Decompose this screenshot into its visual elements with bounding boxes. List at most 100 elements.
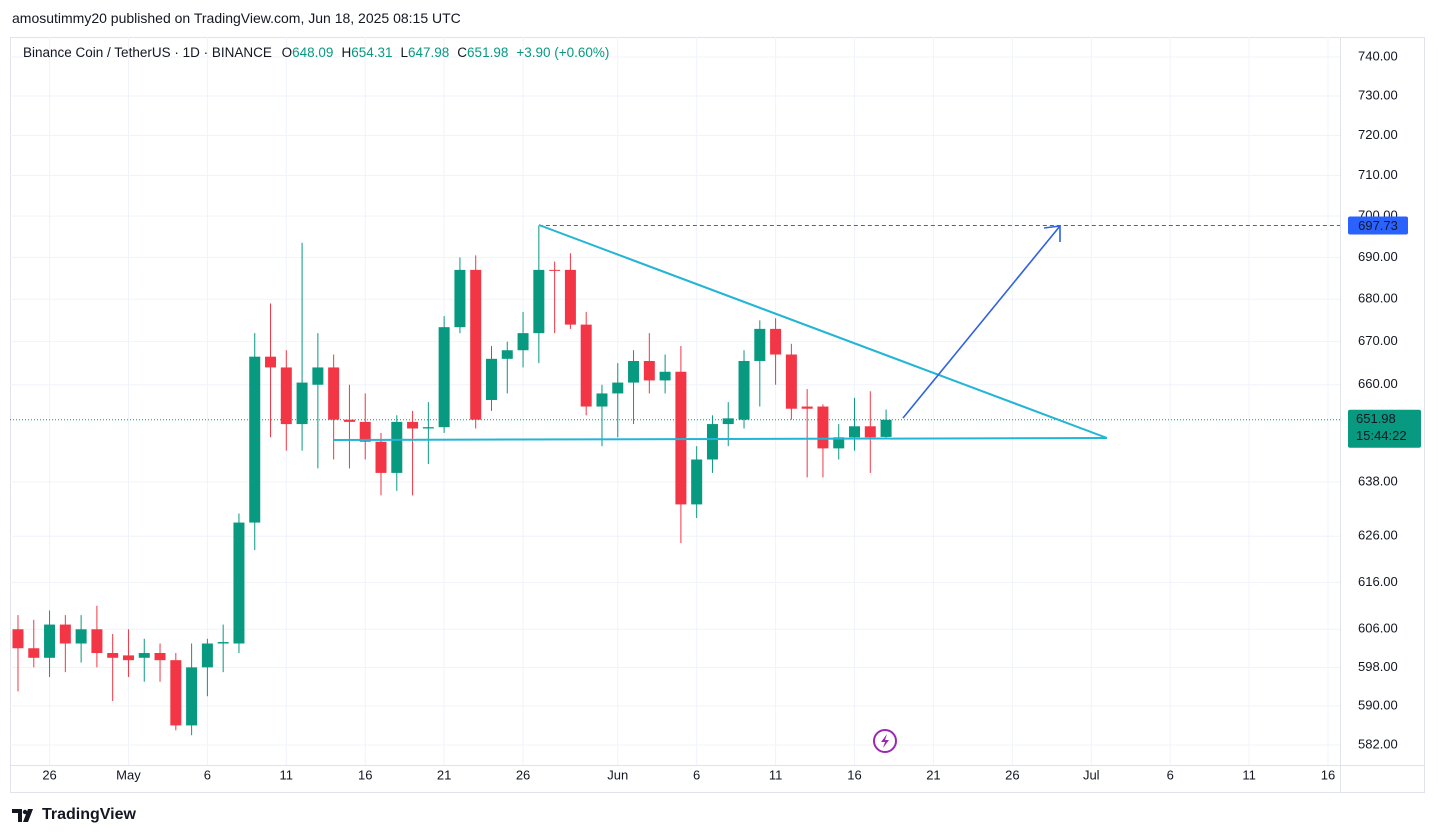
x-tick-label: Jul	[1083, 767, 1100, 782]
candle-body	[754, 328, 766, 361]
candle-body	[485, 358, 497, 400]
candle-body	[785, 354, 797, 409]
candle-body	[643, 360, 655, 381]
x-tick-label: 26	[42, 767, 56, 782]
candle-body	[691, 459, 703, 505]
ohlc-value: 654.31	[351, 45, 393, 60]
y-tick-label: 690.00	[1358, 249, 1398, 264]
candle-body	[801, 406, 813, 409]
x-tick-label: May	[116, 767, 141, 782]
x-tick-label: 6	[1167, 767, 1174, 782]
ohlc: O648.09 H654.31 L647.98 C651.98	[276, 45, 517, 60]
candle-body	[659, 371, 671, 381]
x-tick-label: 26	[1005, 767, 1019, 782]
publisher-line: amosutimmy20 published on TradingView.co…	[12, 10, 461, 26]
y-tick-label: 582.00	[1358, 736, 1398, 751]
candle-body	[675, 371, 687, 505]
candle-body	[438, 327, 450, 428]
tradingview-logo	[12, 809, 33, 822]
ohlc-prefix: H	[341, 45, 352, 60]
ohlc-value: 647.98	[408, 45, 450, 60]
candle-body	[375, 441, 387, 473]
candle-body	[138, 653, 150, 658]
candle-body	[533, 269, 545, 334]
candle-body	[75, 629, 87, 644]
candle-body	[154, 653, 166, 661]
candle-body	[628, 360, 640, 383]
x-tick-label: 16	[358, 767, 372, 782]
arrow-line	[902, 225, 1061, 419]
candle-body	[28, 648, 40, 658]
candle-body	[12, 629, 24, 649]
y-tick-label: 638.00	[1358, 473, 1398, 488]
y-tick-label: 740.00	[1358, 48, 1398, 63]
candle-body	[107, 653, 119, 658]
candle-body	[564, 269, 576, 325]
candle-body	[580, 324, 592, 407]
candle-body	[44, 624, 56, 658]
x-tick-label: 11	[769, 767, 783, 782]
y-tick-label: 606.00	[1358, 621, 1398, 636]
candle-body	[596, 393, 608, 407]
drawings	[332, 224, 1108, 441]
x-tick-label: 6	[693, 767, 700, 782]
candle-body	[817, 406, 829, 449]
chart-frame	[10, 37, 1425, 793]
ohlc-prefix: O	[281, 45, 293, 60]
candle-body	[296, 382, 308, 425]
candle-body	[880, 419, 892, 437]
candle-body	[233, 522, 245, 644]
brand: TradingView	[42, 806, 136, 823]
x-tick-label: 21	[437, 767, 451, 782]
candle-body	[170, 660, 182, 726]
candle-body	[280, 367, 292, 425]
support-line	[332, 437, 1108, 441]
candle-body	[454, 269, 466, 328]
y-tick-label: 670.00	[1358, 333, 1398, 348]
change: +3.90 (+0.60%)	[516, 45, 610, 60]
ohlc-prefix: L	[400, 45, 408, 60]
countdown-label: 15:44:22	[1356, 428, 1407, 443]
candle-body	[122, 655, 134, 661]
y-tick-label: 730.00	[1358, 87, 1398, 102]
candle-body	[722, 418, 734, 425]
symbol-legend: Binance Coin / TetherUS · 1D · BINANCE O…	[23, 45, 617, 60]
ohlc-prefix: C	[457, 45, 468, 60]
lightning-icon	[873, 729, 897, 753]
axes: 582.00 590.00 598.00 606.00 616.00 626.00 638.…	[42, 48, 1421, 782]
candle-body	[359, 421, 371, 442]
candle-body	[422, 427, 434, 429]
candle-body	[833, 437, 845, 449]
x-tick-label: Jun	[607, 767, 628, 782]
target-price-label: 697.73	[1358, 218, 1398, 233]
candle-body	[738, 360, 750, 420]
candle-body	[265, 356, 277, 368]
candle-body	[59, 624, 71, 644]
candle-body	[770, 328, 782, 355]
candle-body	[470, 269, 482, 420]
trend-line	[538, 224, 1108, 439]
x-tick-label: 11	[280, 767, 294, 782]
y-tick-label: 616.00	[1358, 574, 1398, 589]
candle-body	[91, 629, 103, 654]
candle-body	[612, 382, 624, 394]
candles	[12, 224, 1340, 736]
current-price-box	[1348, 409, 1421, 448]
candle-body	[249, 356, 261, 523]
y-tick-label: 598.00	[1358, 659, 1398, 674]
candle-body	[517, 333, 529, 351]
candle-body	[217, 642, 229, 644]
x-tick-label: 6	[204, 767, 211, 782]
target-price-box	[1348, 216, 1408, 235]
x-tick-label: 21	[926, 767, 940, 782]
arrow-head	[1043, 225, 1061, 242]
candle-body	[849, 426, 861, 438]
candle-body	[391, 421, 403, 473]
current-price-label: 651.98	[1356, 411, 1396, 426]
candle-body	[407, 421, 419, 429]
y-tick-label: 720.00	[1358, 127, 1398, 142]
candle-body	[201, 643, 213, 668]
x-tick-label: 11	[1242, 767, 1256, 782]
